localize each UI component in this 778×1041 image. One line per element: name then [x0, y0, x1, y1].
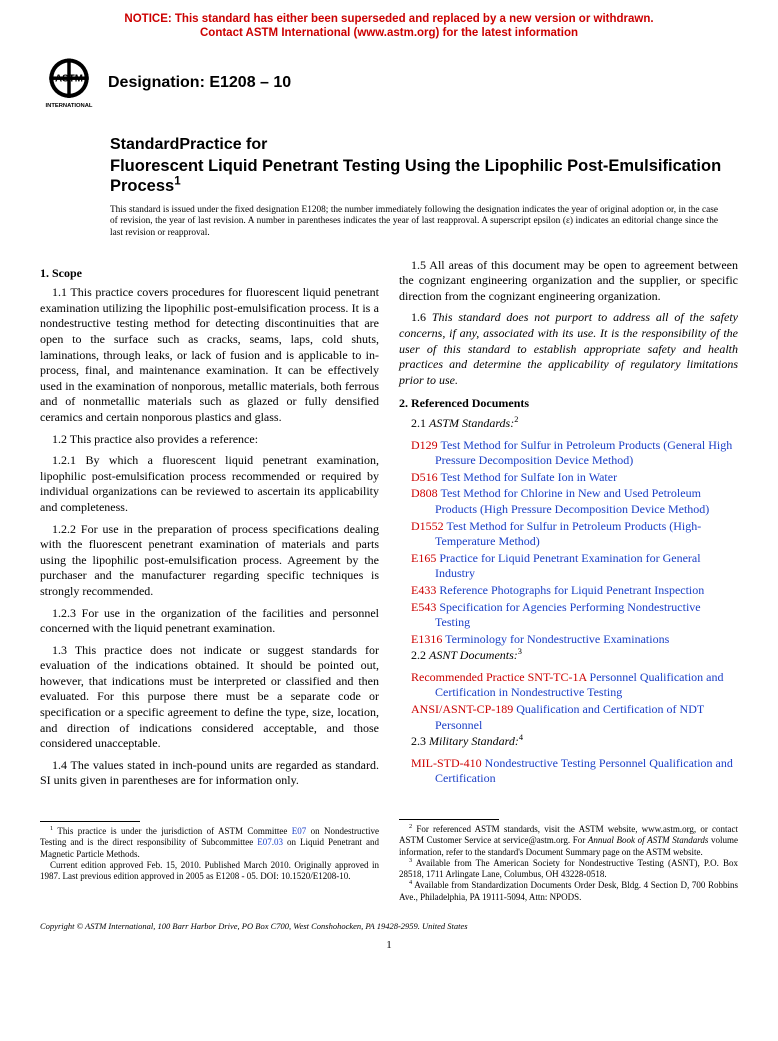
footnote-3: 3 Available from The American Society fo… — [399, 858, 738, 881]
asnt-docs-head: 2.2 ASNT Documents:3 — [399, 648, 738, 664]
body-columns: 1. Scope 1.1 This practice covers proced… — [40, 258, 738, 903]
issuance-note: This standard is issued under the fixed … — [110, 205, 718, 240]
svg-text:ASTM: ASTM — [55, 73, 83, 84]
ref-e165: E165 Practice for Liquid Penetrant Exami… — [399, 551, 738, 582]
section-2-head: 2. Referenced Documents — [399, 396, 738, 412]
section-1-head: 1. Scope — [40, 266, 379, 282]
title-block: StandardPractice for Fluorescent Liquid … — [110, 135, 738, 197]
ref-e543: E543 Specification for Agencies Performi… — [399, 600, 738, 631]
astm-standards-head: 2.1 ASTM Standards:2 — [399, 416, 738, 432]
footnote-2: 2 For referenced ASTM standards, visit t… — [399, 824, 738, 858]
designation-label: Designation: E1208 – 10 — [108, 73, 291, 94]
ref-d808: D808 Test Method for Chlorine in New and… — [399, 486, 738, 517]
para-1-2-3: 1.2.3 For use in the organization of the… — [40, 606, 379, 637]
ref-mil-std-410: MIL-STD-410 Nondestructive Testing Perso… — [399, 756, 738, 787]
header-row: ASTM INTERNATIONAL Designation: E1208 – … — [40, 55, 738, 113]
para-1-1: 1.1 This practice covers procedures for … — [40, 285, 379, 425]
para-1-2-2: 1.2.2 For use in the preparation of proc… — [40, 522, 379, 600]
para-1-5: 1.5 All areas of this document may be op… — [399, 258, 738, 305]
ref-ansi-asnt-cp-189: ANSI/ASNT-CP-189 Qualification and Certi… — [399, 702, 738, 733]
notice-line2: Contact ASTM International (www.astm.org… — [200, 27, 578, 39]
para-1-3: 1.3 This practice does not indicate or s… — [40, 643, 379, 752]
military-std-head: 2.3 Military Standard:4 — [399, 734, 738, 750]
footnote-1b: Current edition approved Feb. 15, 2010. … — [40, 860, 379, 883]
footnote-1: 1 This practice is under the jurisdictio… — [40, 826, 379, 860]
para-1-6: 1.6 This standard does not purport to ad… — [399, 310, 738, 388]
copyright-line: Copyright © ASTM International, 100 Barr… — [40, 921, 738, 932]
para-1-2: 1.2 This practice also provides a refere… — [40, 432, 379, 448]
ref-e433: E433 Reference Photographs for Liquid Pe… — [399, 583, 738, 599]
para-1-4: 1.4 The values stated in inch-pound unit… — [40, 758, 379, 789]
para-1-2-1: 1.2.1 By which a fluorescent liquid pene… — [40, 453, 379, 515]
title-main: Fluorescent Liquid Penetrant Testing Usi… — [110, 156, 738, 197]
ref-snt-tc-1a: Recommended Practice SNT-TC-1A Personnel… — [399, 670, 738, 701]
footnote-4: 4 Available from Standardization Documen… — [399, 880, 738, 903]
astm-logo: ASTM INTERNATIONAL — [40, 55, 98, 113]
title-prefix: StandardPractice for — [110, 135, 738, 156]
footnote-separator-right — [399, 819, 499, 820]
notice-line1: NOTICE: This standard has either been su… — [124, 13, 653, 25]
ref-d129: D129 Test Method for Sulfur in Petroleum… — [399, 438, 738, 469]
ref-e1316: E1316 Terminology for Nondestructive Exa… — [399, 632, 738, 648]
ref-d516: D516 Test Method for Sulfate Ion in Wate… — [399, 470, 738, 486]
notice-banner: NOTICE: This standard has either been su… — [40, 12, 738, 41]
page-number: 1 — [40, 938, 738, 952]
ref-d1552: D1552 Test Method for Sulfur in Petroleu… — [399, 519, 738, 550]
footnote-separator-left — [40, 821, 140, 822]
svg-text:INTERNATIONAL: INTERNATIONAL — [46, 103, 93, 109]
